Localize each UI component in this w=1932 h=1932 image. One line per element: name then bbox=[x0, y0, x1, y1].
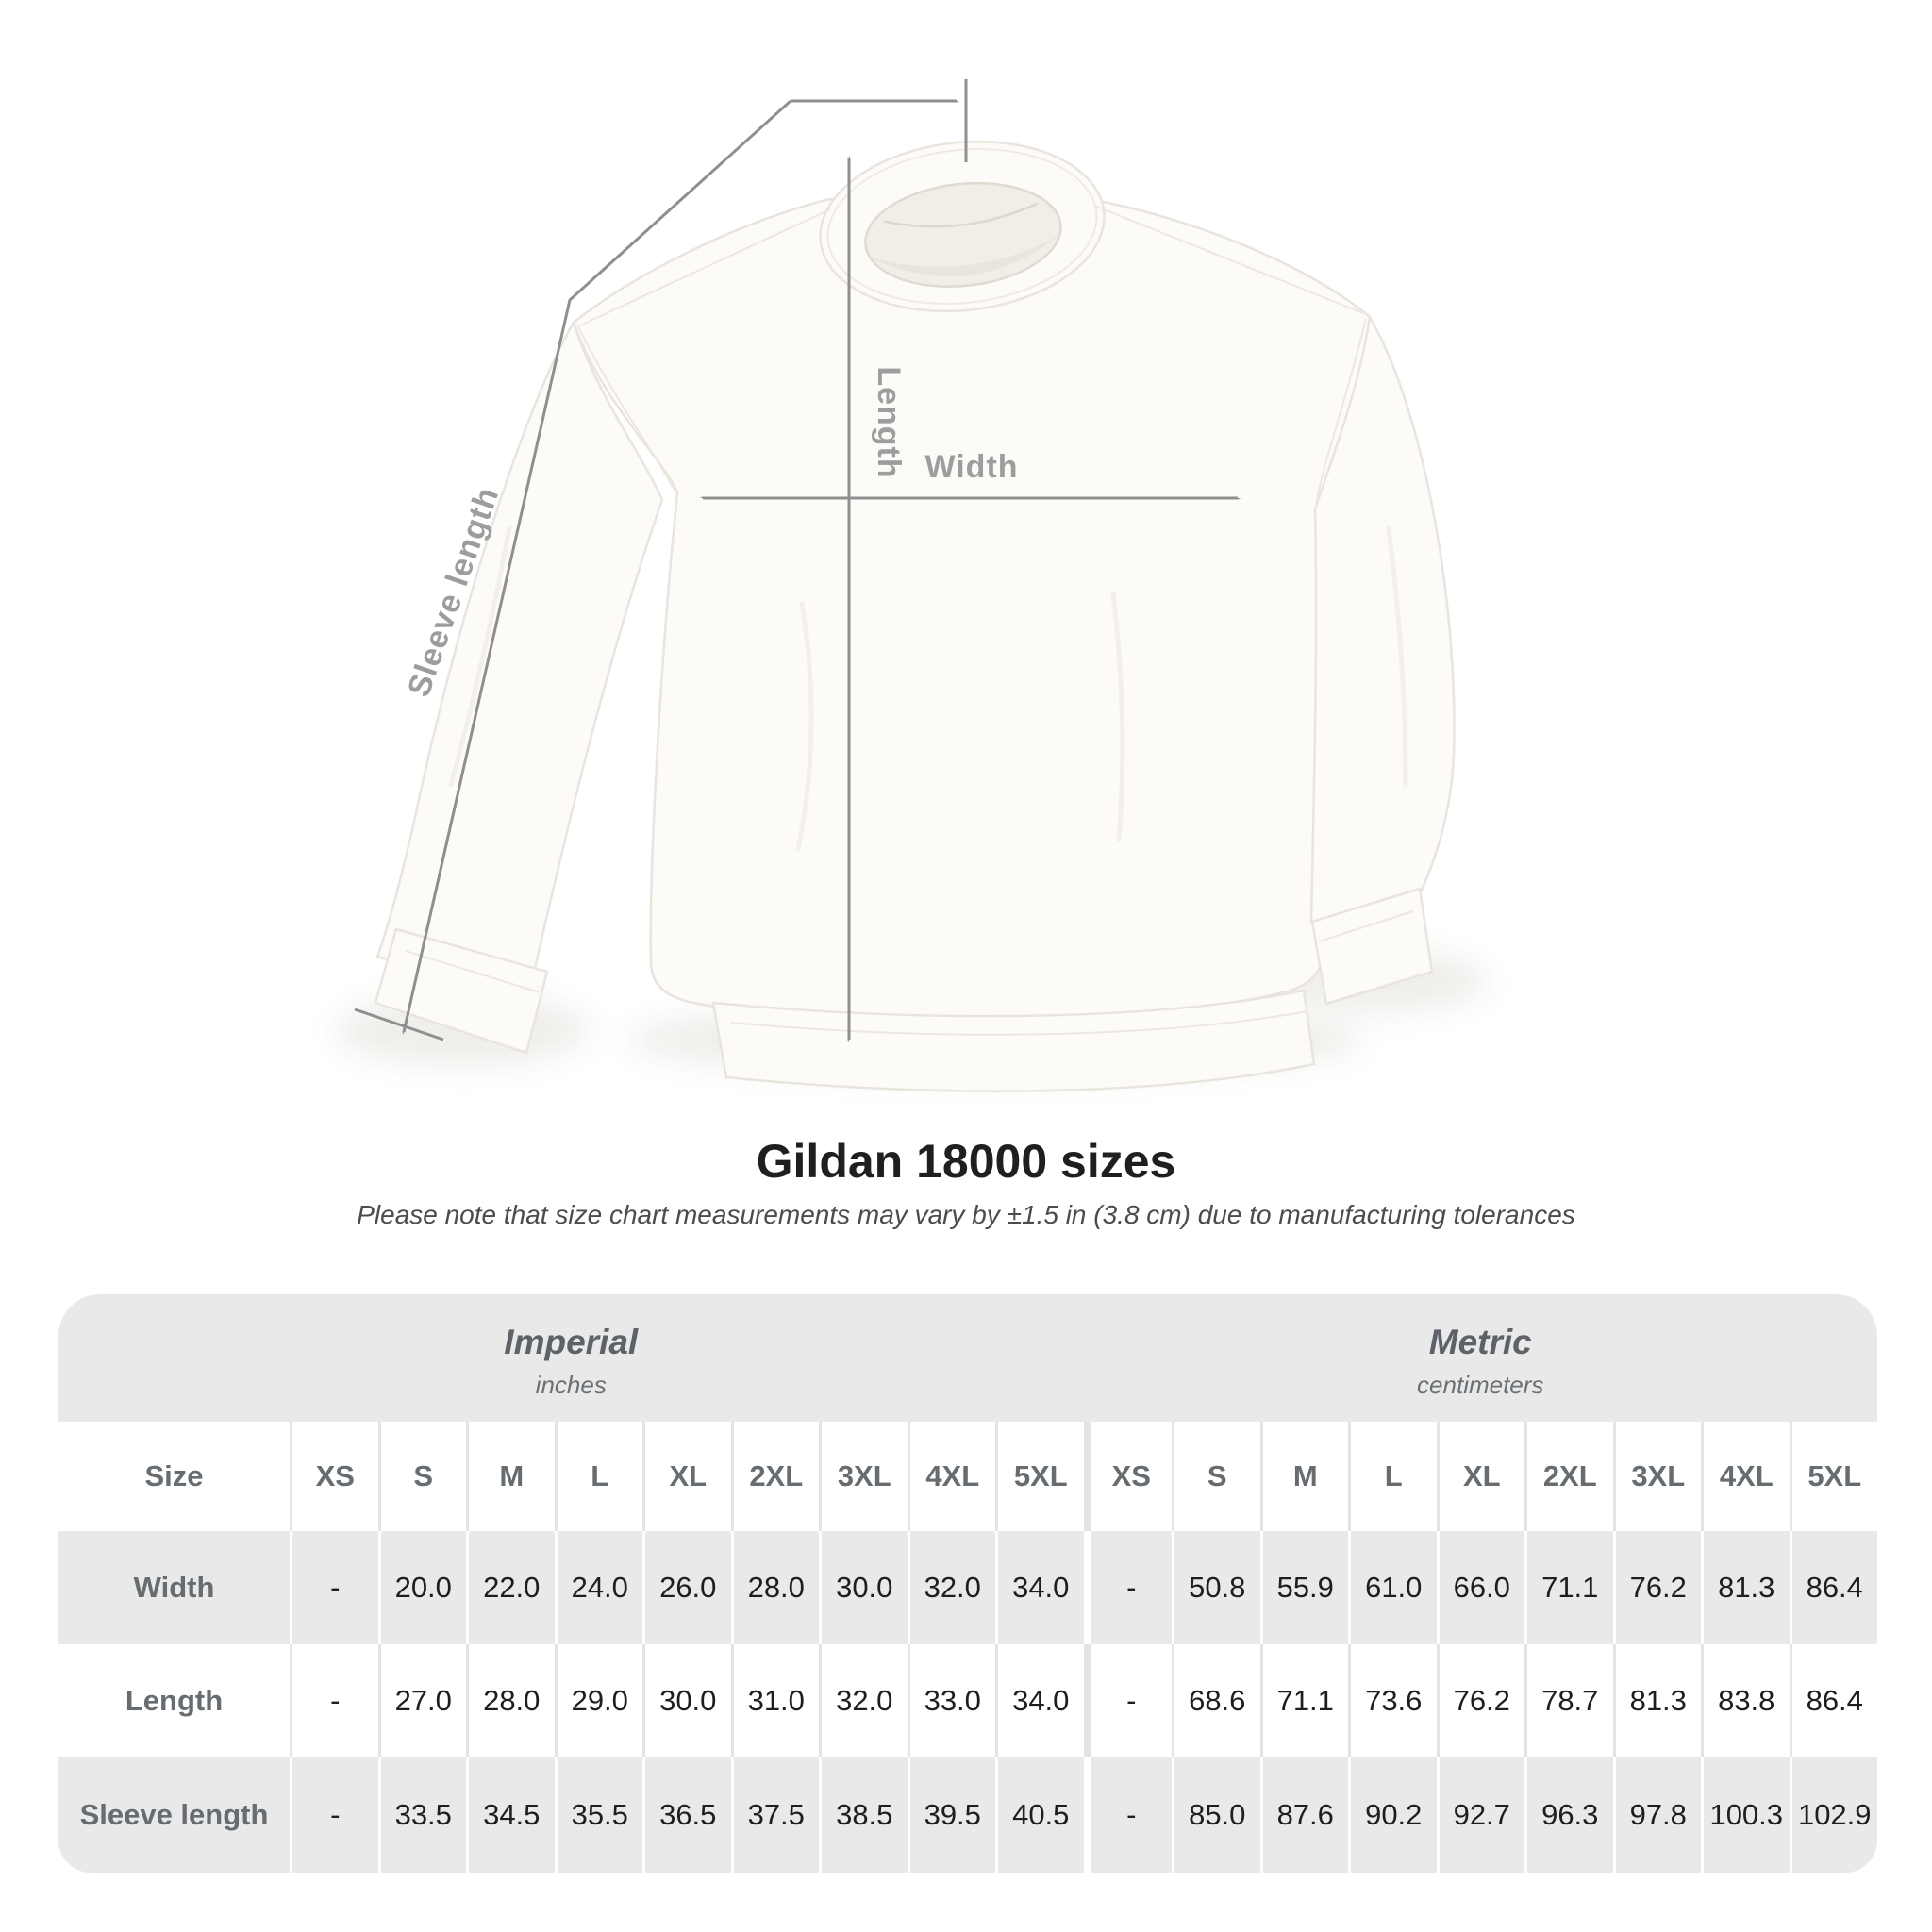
measurement-lines bbox=[354, 79, 1238, 1041]
metric-value: 61.0 bbox=[1348, 1531, 1437, 1644]
garment-wrinkles bbox=[448, 525, 1408, 852]
imperial-value: 28.0 bbox=[466, 1644, 555, 1757]
sleeve-measure-line bbox=[404, 99, 792, 1032]
size-header-imperial: L bbox=[554, 1422, 642, 1531]
metric-group-header: Metric centimeters bbox=[1083, 1294, 1877, 1422]
metric-value: 68.6 bbox=[1172, 1644, 1260, 1757]
metric-value: 71.1 bbox=[1259, 1644, 1348, 1757]
row-label: Width bbox=[58, 1531, 290, 1644]
sweatshirt-collar bbox=[819, 140, 1106, 313]
imperial-value: 37.5 bbox=[730, 1757, 819, 1873]
metric-value: 102.9 bbox=[1789, 1757, 1877, 1873]
size-header-metric: L bbox=[1348, 1422, 1437, 1531]
imperial-value: 27.0 bbox=[377, 1644, 466, 1757]
metric-value: 50.8 bbox=[1172, 1531, 1260, 1644]
page-subtitle: Please note that size chart measurements… bbox=[357, 1200, 1575, 1229]
imperial-label: Imperial bbox=[504, 1322, 639, 1361]
size-header-imperial: XL bbox=[642, 1422, 731, 1531]
imperial-value: 35.5 bbox=[554, 1757, 642, 1873]
size-header-metric: XL bbox=[1436, 1422, 1524, 1531]
imperial-value: 30.0 bbox=[642, 1644, 731, 1757]
metric-value: 81.3 bbox=[1612, 1644, 1701, 1757]
size-header-metric: XS bbox=[1083, 1422, 1172, 1531]
imperial-value: 26.0 bbox=[642, 1531, 731, 1644]
imperial-value: 33.5 bbox=[377, 1757, 466, 1873]
page-title: Gildan 18000 sizes bbox=[756, 1135, 1176, 1188]
imperial-value: 32.0 bbox=[907, 1531, 995, 1644]
size-header-metric: 2XL bbox=[1524, 1422, 1613, 1531]
imperial-value: 34.0 bbox=[995, 1644, 1084, 1757]
size-corner-header: Size bbox=[58, 1422, 290, 1531]
metric-value: 76.2 bbox=[1436, 1644, 1524, 1757]
imperial-value: 40.5 bbox=[995, 1757, 1084, 1873]
imperial-value: - bbox=[290, 1757, 378, 1873]
metric-value: 73.6 bbox=[1348, 1644, 1437, 1757]
size-chart-table: Imperial inches Metric centimeters Size X… bbox=[58, 1294, 1877, 1873]
size-header-imperial: 5XL bbox=[995, 1422, 1084, 1531]
size-header-imperial: M bbox=[466, 1422, 555, 1531]
imperial-value: 29.0 bbox=[554, 1644, 642, 1757]
metric-value: - bbox=[1083, 1531, 1172, 1644]
metric-value: 86.4 bbox=[1789, 1644, 1877, 1757]
size-header-metric: 5XL bbox=[1789, 1422, 1877, 1531]
metric-value: 100.3 bbox=[1701, 1757, 1790, 1873]
metric-value: 85.0 bbox=[1172, 1757, 1260, 1873]
size-header-metric: S bbox=[1172, 1422, 1260, 1531]
imperial-group-header: Imperial inches bbox=[58, 1294, 1084, 1422]
sweatshirt-illustration bbox=[374, 140, 1456, 1092]
garment-seams bbox=[405, 205, 1414, 1036]
metric-units-label: centimeters bbox=[1417, 1370, 1544, 1399]
metric-value: 87.6 bbox=[1259, 1757, 1348, 1873]
imperial-units-label: inches bbox=[535, 1370, 607, 1399]
imperial-value: 39.5 bbox=[907, 1757, 995, 1873]
metric-value: 71.1 bbox=[1524, 1531, 1613, 1644]
metric-value: 81.3 bbox=[1701, 1531, 1790, 1644]
metric-value: 78.7 bbox=[1524, 1644, 1613, 1757]
size-header-metric: M bbox=[1259, 1422, 1348, 1531]
length-label: Length bbox=[871, 366, 907, 478]
imperial-value: 38.5 bbox=[819, 1757, 908, 1873]
row-label: Sleeve length bbox=[58, 1757, 290, 1873]
imperial-value: 34.5 bbox=[466, 1757, 555, 1873]
imperial-value: 22.0 bbox=[466, 1531, 555, 1644]
size-header-metric: 4XL bbox=[1701, 1422, 1790, 1531]
imperial-value: 31.0 bbox=[730, 1644, 819, 1757]
size-header-imperial: XS bbox=[290, 1422, 378, 1531]
size-header-imperial: 4XL bbox=[907, 1422, 995, 1531]
imperial-value: 36.5 bbox=[642, 1757, 731, 1873]
row-label: Length bbox=[58, 1644, 290, 1757]
size-header-metric: 3XL bbox=[1612, 1422, 1701, 1531]
imperial-value: 33.0 bbox=[907, 1644, 995, 1757]
size-header-imperial: 2XL bbox=[730, 1422, 819, 1531]
sweatshirt-measurement-diagram: Width Length Sleeve length bbox=[335, 79, 1489, 1092]
metric-value: 96.3 bbox=[1524, 1757, 1613, 1873]
metric-value: 92.7 bbox=[1436, 1757, 1524, 1873]
imperial-value: 28.0 bbox=[730, 1531, 819, 1644]
sweatshirt-body bbox=[572, 188, 1372, 1020]
sweatshirt-right-cuff bbox=[1310, 887, 1434, 1006]
imperial-value: - bbox=[290, 1531, 378, 1644]
metric-value: 66.0 bbox=[1436, 1531, 1524, 1644]
imperial-value: 30.0 bbox=[819, 1531, 908, 1644]
sweatshirt-left-cuff bbox=[374, 927, 549, 1055]
sleeve-end-tick bbox=[354, 1008, 444, 1041]
width-label: Width bbox=[924, 449, 1018, 485]
metric-value: 97.8 bbox=[1612, 1757, 1701, 1873]
size-header-imperial: S bbox=[377, 1422, 466, 1531]
metric-value: 76.2 bbox=[1612, 1531, 1701, 1644]
metric-value: 83.8 bbox=[1701, 1644, 1790, 1757]
imperial-value: 32.0 bbox=[819, 1644, 908, 1757]
imperial-value: 24.0 bbox=[554, 1531, 642, 1644]
imperial-value: 34.0 bbox=[995, 1531, 1084, 1644]
metric-value: 90.2 bbox=[1348, 1757, 1437, 1873]
metric-label: Metric bbox=[1428, 1322, 1532, 1361]
metric-value: 55.9 bbox=[1259, 1531, 1348, 1644]
metric-value: 86.4 bbox=[1789, 1531, 1877, 1644]
size-header-imperial: 3XL bbox=[819, 1422, 908, 1531]
metric-value: - bbox=[1083, 1644, 1172, 1757]
metric-value: - bbox=[1083, 1757, 1172, 1873]
imperial-value: - bbox=[290, 1644, 378, 1757]
imperial-value: 20.0 bbox=[377, 1531, 466, 1644]
